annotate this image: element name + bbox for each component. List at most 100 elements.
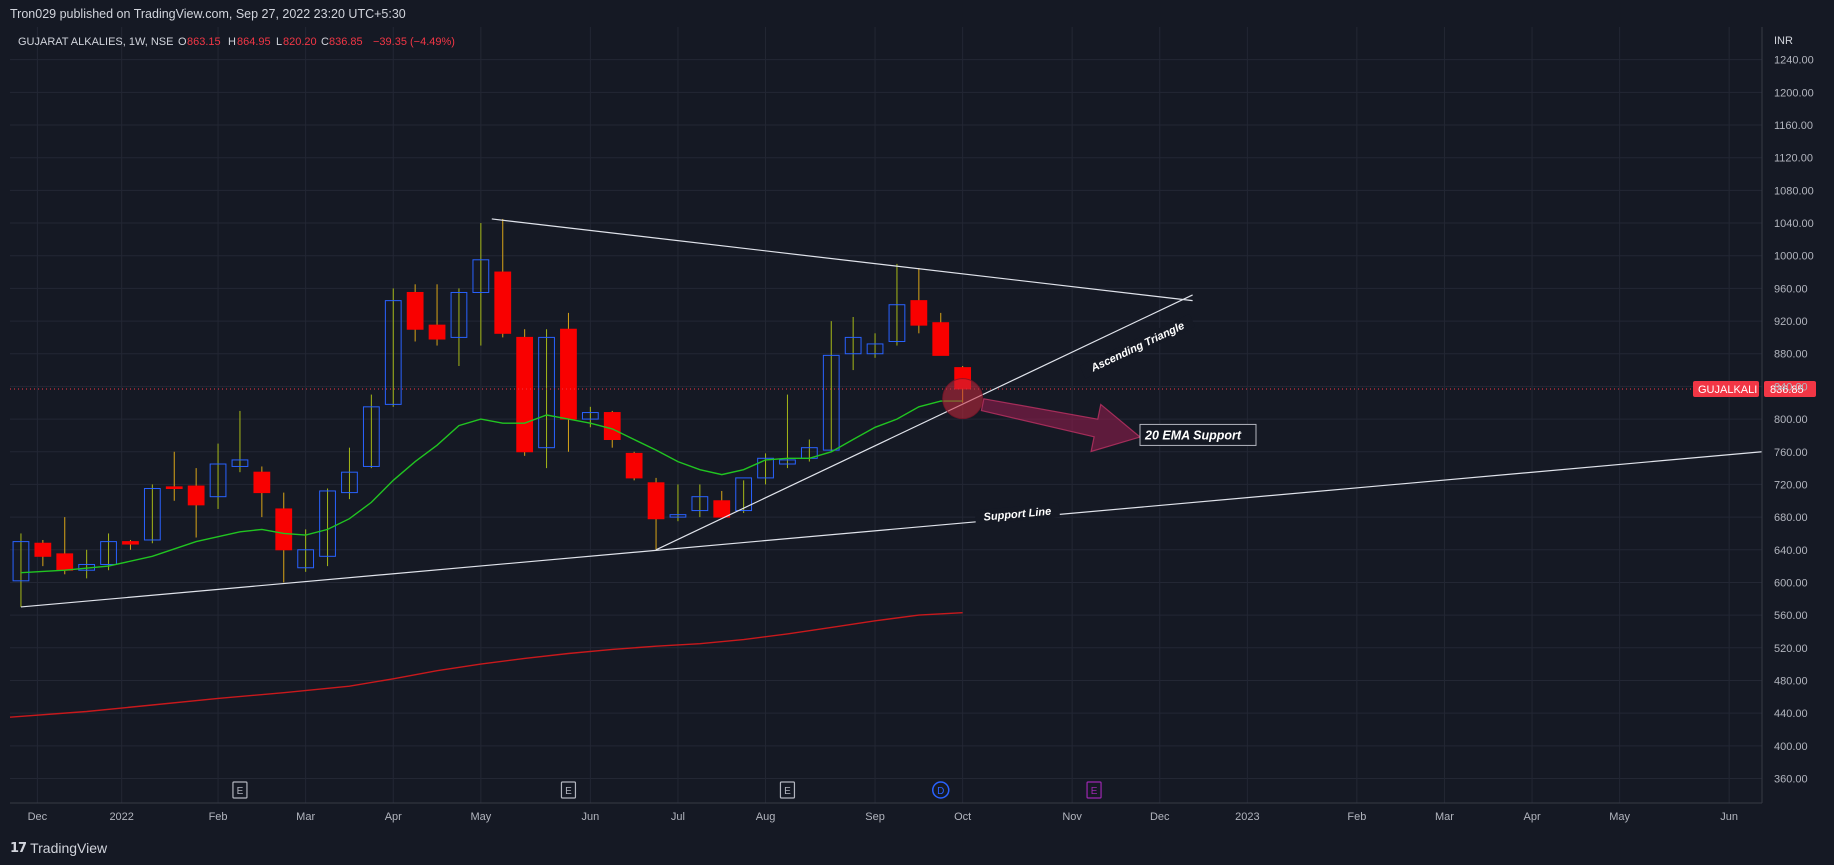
price-tick-label: 640.00 — [1774, 545, 1808, 557]
candle-body-down — [406, 291, 424, 330]
price-tick-label: 760.00 — [1774, 447, 1808, 459]
candle-body-down — [34, 542, 52, 557]
candle-body-up — [362, 406, 380, 467]
candle — [647, 477, 665, 550]
candle — [757, 453, 774, 485]
price-tick-label: 560.00 — [1774, 610, 1808, 622]
candle — [625, 451, 643, 481]
price-axis-tag — [1764, 380, 1816, 397]
ema200-line — [9, 612, 963, 718]
price-tick-label: 360.00 — [1774, 773, 1808, 785]
candle-body-up — [669, 514, 687, 518]
candle-body-up — [538, 336, 555, 449]
candle-body-up — [822, 354, 840, 451]
legend-open-label: O — [178, 36, 187, 48]
time-tick-label: Jul — [671, 811, 685, 823]
price-tick-label: 1240.00 — [1774, 55, 1814, 67]
time-tick-label: Jun — [1720, 811, 1738, 823]
ema-touch-highlight — [942, 378, 984, 420]
candle — [713, 490, 731, 518]
time-tick-label: Mar — [296, 811, 315, 823]
candle — [384, 288, 402, 407]
candle-body-down — [603, 412, 621, 441]
event-marker-label: E — [784, 786, 791, 797]
candle — [779, 394, 796, 469]
support-arrow — [980, 398, 1142, 453]
candle-body-up — [888, 304, 906, 342]
brand-text: TradingView — [30, 840, 108, 856]
candle — [297, 529, 315, 572]
candle — [691, 484, 709, 518]
candle-body-down — [56, 553, 74, 571]
grid — [10, 27, 1762, 803]
candle-body-up — [341, 471, 358, 494]
candle-body-down — [516, 336, 534, 453]
annotation-box — [1139, 423, 1257, 446]
trendline-label-bg — [1079, 313, 1196, 379]
time-tick-label: 2023 — [1235, 811, 1259, 823]
candle-body-down — [647, 482, 665, 520]
price-tick-label: 880.00 — [1774, 349, 1808, 361]
publish-text: Tron029 published on TradingView.com, Se… — [10, 7, 406, 21]
candle — [341, 447, 358, 500]
candle-body-up — [844, 336, 862, 355]
candles — [12, 218, 972, 607]
footer: 17 TradingView — [0, 828, 1834, 865]
time-tick-label: Dec — [28, 811, 48, 823]
annotation-text: 20 EMA Support — [1144, 428, 1242, 442]
time-tick-label: May — [1609, 811, 1630, 823]
event-marker-label: D — [937, 786, 944, 797]
candle — [866, 333, 884, 358]
candle-body-down — [428, 324, 446, 340]
candle — [12, 533, 30, 607]
tradingview-logo-icon: 17 — [10, 840, 27, 856]
price-tick-label: 840.00 — [1774, 381, 1808, 393]
candle-body-up — [12, 541, 30, 582]
time-axis: Dec 2022 Feb Mar Apr May Jun Jul Aug Sep Oct Nov Dec… — [10, 802, 1762, 823]
event-marker-label: E — [1091, 786, 1098, 797]
price-tick-label: 1000.00 — [1774, 251, 1814, 263]
candle — [932, 312, 950, 356]
legend: GUJARAT ALKALIES, 1W, NSE O 863.15 H 864… — [18, 36, 455, 48]
time-tick-label: Feb — [209, 811, 228, 823]
candle-body-down — [165, 486, 183, 490]
ema200-layer — [9, 612, 963, 718]
price-tick-label: 440.00 — [1774, 708, 1808, 720]
candle-body-up — [735, 477, 753, 512]
candle-body-up — [384, 300, 402, 405]
dividend-marker — [932, 781, 950, 799]
time-tick-label: Oct — [954, 811, 971, 823]
candle-body-up — [319, 490, 336, 557]
price-tick-label: 800.00 — [1774, 414, 1808, 426]
candle — [253, 466, 271, 518]
legend-low-value: 820.20 — [283, 36, 317, 48]
candle-body-down — [253, 471, 271, 494]
candle — [362, 394, 380, 469]
time-tick-label: Mar — [1435, 811, 1454, 823]
candle — [100, 533, 117, 571]
candle — [275, 492, 293, 583]
price-tick-label: 400.00 — [1774, 741, 1808, 753]
price-tick-label: 960.00 — [1774, 283, 1808, 295]
candle-body-up — [866, 343, 884, 355]
candle-body-up — [143, 488, 161, 541]
price-tick-label: 920.00 — [1774, 316, 1808, 328]
candle — [472, 223, 490, 346]
ema20-line — [20, 400, 963, 574]
candle-body-down — [910, 300, 928, 326]
candle-body-down — [275, 508, 293, 551]
candle-body-down — [122, 541, 139, 545]
candle — [428, 284, 446, 346]
time-tick-label: Feb — [1347, 811, 1366, 823]
legend-high-label: H — [228, 36, 236, 48]
support-line-label: Support Line — [974, 502, 1060, 525]
candle-body-down — [713, 500, 731, 518]
candle-body-up — [100, 541, 117, 565]
time-tick-label: Apr — [1523, 811, 1540, 823]
earnings-marker — [779, 781, 796, 799]
candle — [450, 288, 468, 366]
tradingview-brand[interactable]: 17 TradingView — [10, 840, 107, 856]
time-tick-label: Nov — [1062, 811, 1082, 823]
